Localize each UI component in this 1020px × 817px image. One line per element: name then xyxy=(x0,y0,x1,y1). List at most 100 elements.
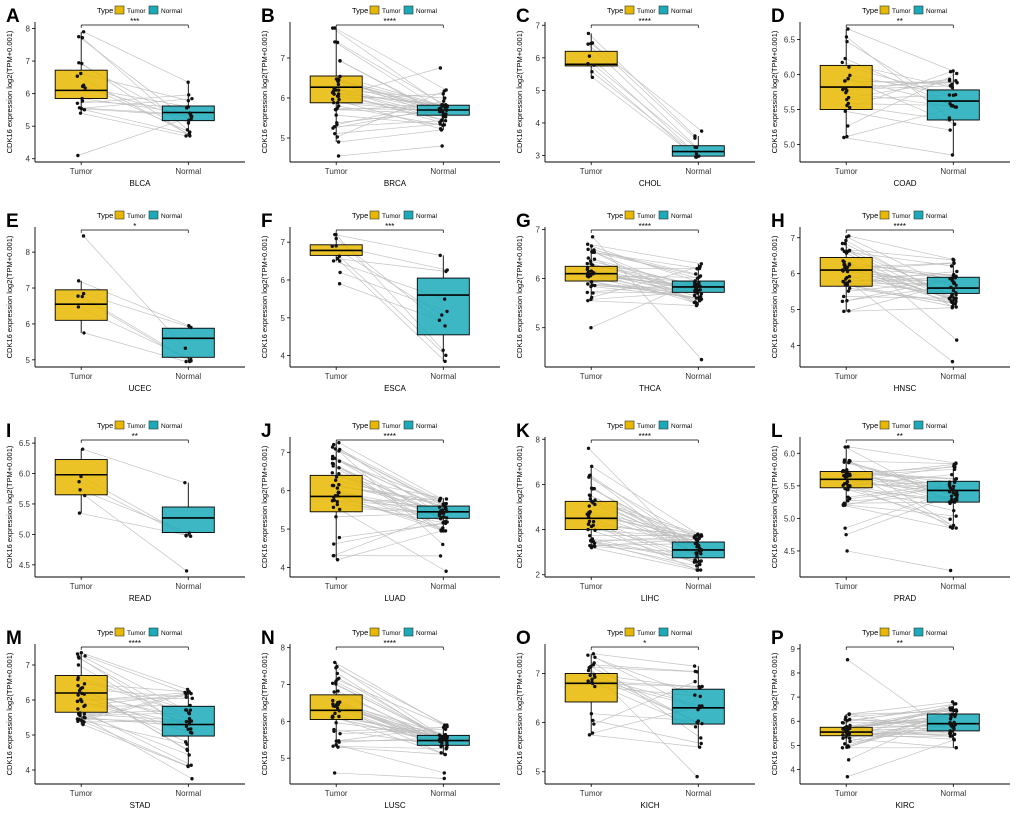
pair-line xyxy=(334,41,440,109)
pair-line xyxy=(591,281,697,299)
point-tumor xyxy=(335,706,340,710)
point-tumor xyxy=(845,88,849,93)
x-tick-label: Tumor xyxy=(580,372,603,381)
y-tick-label: 4 xyxy=(26,766,31,775)
pair-line xyxy=(593,64,696,148)
legend-title: Type xyxy=(862,6,878,15)
significance-label: **** xyxy=(384,639,396,648)
point-tumor xyxy=(80,719,85,723)
y-tick-label: 5 xyxy=(26,356,31,365)
point-tumor xyxy=(586,514,591,519)
point-normal xyxy=(185,128,190,132)
panel-letter: M xyxy=(6,628,22,649)
point-tumor xyxy=(846,289,851,293)
point-tumor xyxy=(79,71,83,76)
x-tick-label: Tumor xyxy=(580,789,603,798)
point-tumor xyxy=(844,532,848,537)
point-tumor xyxy=(330,471,335,475)
pair-line xyxy=(339,255,447,356)
point-tumor xyxy=(847,274,852,279)
y-tick-label: 8 xyxy=(26,25,31,34)
legend-title: Type xyxy=(352,211,368,220)
point-normal xyxy=(441,502,445,506)
point-tumor xyxy=(586,527,590,532)
point-tumor xyxy=(331,505,336,510)
point-normal xyxy=(184,719,189,724)
data-points xyxy=(840,657,959,779)
point-tumor xyxy=(593,498,597,502)
point-normal xyxy=(188,130,192,134)
pair-line xyxy=(79,712,190,756)
legend: Type Tumor Normal xyxy=(862,420,948,430)
y-tick-label: 7 xyxy=(536,669,541,678)
point-tumor xyxy=(331,715,335,719)
point-tumor xyxy=(845,39,849,44)
point-tumor xyxy=(589,712,594,716)
pair-line xyxy=(843,504,957,517)
point-normal xyxy=(948,517,952,521)
point-normal xyxy=(183,690,187,695)
pair-line xyxy=(591,547,698,571)
legend: Type Tumor Normal xyxy=(607,5,693,15)
y-tick-label: 8 xyxy=(281,644,286,653)
panel-letter: E xyxy=(6,211,19,232)
y-axis-label: CDK16 expression log2(TPM+0.001) xyxy=(770,652,779,775)
point-normal xyxy=(948,731,952,735)
point-tumor xyxy=(586,679,590,683)
point-tumor xyxy=(588,673,592,678)
point-tumor xyxy=(593,528,597,532)
point-tumor xyxy=(333,493,338,498)
paired-lines xyxy=(587,236,702,360)
pair-line xyxy=(339,260,446,362)
pair-line xyxy=(587,654,695,696)
point-normal xyxy=(437,106,442,111)
box-tumor xyxy=(819,29,873,138)
point-tumor xyxy=(332,498,336,502)
point-tumor xyxy=(592,248,596,252)
point-normal xyxy=(444,112,448,116)
pair-line xyxy=(845,284,957,308)
panel-letter: L xyxy=(771,421,783,442)
point-tumor xyxy=(334,88,338,92)
x-tick-label: Normal xyxy=(175,372,201,381)
y-tick-label: 6 xyxy=(791,270,796,279)
point-normal xyxy=(953,276,958,280)
point-tumor xyxy=(845,775,850,779)
legend-label-tumor: Tumor xyxy=(127,630,146,637)
point-normal xyxy=(441,348,445,352)
y-tick-label: 5 xyxy=(536,324,541,333)
legend-label-normal: Normal xyxy=(671,8,693,15)
point-normal xyxy=(438,66,443,70)
point-tumor xyxy=(330,681,335,686)
legend-swatch-normal xyxy=(403,420,414,430)
point-normal xyxy=(694,287,698,291)
point-normal xyxy=(695,774,699,779)
point-normal xyxy=(700,721,704,726)
point-tumor xyxy=(77,35,81,39)
point-tumor xyxy=(847,725,851,730)
legend: Type Tumor Normal xyxy=(862,5,948,15)
point-tumor xyxy=(337,259,342,263)
pair-line xyxy=(334,27,447,91)
point-normal xyxy=(950,292,954,297)
point-normal xyxy=(692,560,697,564)
point-tumor xyxy=(330,91,335,95)
point-tumor xyxy=(336,491,341,495)
point-tumor xyxy=(590,677,594,681)
point-normal xyxy=(693,725,698,729)
legend-swatch-tumor xyxy=(114,420,125,430)
legend-label-normal: Normal xyxy=(161,213,183,220)
legend-title: Type xyxy=(607,421,623,430)
point-tumor xyxy=(335,94,340,98)
point-normal xyxy=(184,534,188,538)
y-tick-label: 4 xyxy=(536,119,541,128)
point-tumor xyxy=(840,746,845,750)
point-normal xyxy=(186,727,190,731)
legend-label-tumor: Tumor xyxy=(637,213,656,220)
pair-line xyxy=(337,530,442,561)
point-tumor xyxy=(587,504,591,508)
box-tumor xyxy=(564,466,618,548)
legend-label-tumor: Tumor xyxy=(127,213,146,220)
point-normal xyxy=(187,753,191,757)
point-tumor xyxy=(590,731,595,735)
